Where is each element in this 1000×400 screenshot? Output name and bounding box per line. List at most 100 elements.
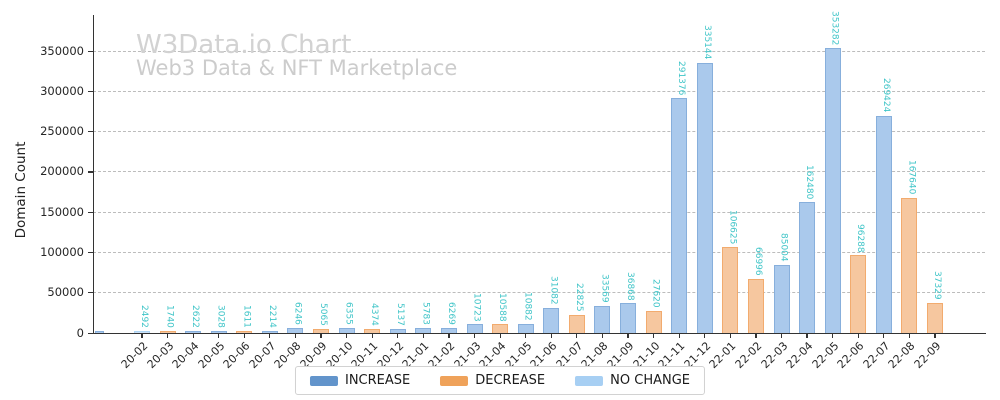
y-tick-mark	[87, 131, 93, 133]
bar-increase	[338, 327, 355, 333]
bar-decrease	[159, 331, 176, 333]
bar-value-label: 6246	[292, 301, 303, 325]
bar-increase	[875, 115, 892, 333]
x-tick-mark	[806, 333, 808, 338]
bar-increase	[517, 324, 534, 333]
y-tick-mark	[87, 90, 93, 92]
x-tick-label-text: 20-07	[246, 339, 279, 372]
bar-value-label: 2214	[266, 305, 277, 329]
x-tick-mark	[320, 333, 322, 338]
x-tick-mark	[857, 333, 859, 338]
bar-value-label: 353282	[829, 10, 840, 46]
x-tick-mark	[601, 333, 604, 338]
x-tick-label-text: 22-09	[911, 339, 944, 372]
bar-increase	[620, 303, 637, 333]
bar-increase	[287, 327, 304, 333]
legend-item-no-change: NO CHANGE	[575, 374, 690, 387]
y-gridline	[93, 131, 985, 133]
bar-decrease	[645, 310, 662, 333]
x-tick-label-text: 22-01	[707, 339, 739, 372]
bar-decrease	[492, 324, 509, 333]
bar-value-label: 106625	[727, 209, 738, 244]
bar-value-label: 3028	[215, 304, 226, 328]
bar-value-label: 5783	[420, 302, 431, 326]
bar-increase	[799, 202, 816, 333]
x-tick-mark	[934, 333, 936, 338]
x-tick-mark	[346, 333, 348, 338]
x-tick-mark	[883, 333, 885, 338]
bar-value-label: 1740	[164, 305, 175, 329]
y-gridline	[93, 292, 985, 294]
y-tick-label: 150000	[40, 204, 84, 219]
y-tick-mark	[87, 251, 93, 254]
bar-increase	[773, 264, 790, 333]
chart-subtitle: Web3 Data & NFT Marketplace	[136, 56, 458, 80]
x-tick-mark	[729, 333, 731, 338]
bar-value-label: 5137	[394, 302, 405, 326]
bar-increase	[696, 62, 713, 333]
y-axis-line	[92, 15, 94, 334]
bar-decrease	[901, 197, 918, 333]
x-tick-mark	[576, 333, 578, 338]
y-tick-label: 350000	[40, 43, 84, 58]
bar-increase	[594, 305, 611, 333]
legend-label-decrease: DECREASE	[475, 373, 546, 388]
x-tick-mark	[627, 333, 629, 338]
bar-increase	[415, 328, 432, 333]
y-gridline	[93, 50, 985, 52]
bar-increase	[824, 48, 841, 333]
x-tick-mark	[780, 333, 783, 338]
bar-decrease	[926, 302, 943, 333]
bar-decrease	[313, 328, 330, 333]
bar-increase	[466, 324, 483, 333]
legend-label-no-change: NO CHANGE	[610, 373, 691, 388]
x-tick-label-text: 20-06	[221, 339, 253, 372]
x-tick-label-text: 20-03	[144, 339, 177, 372]
bar-increase	[185, 330, 202, 333]
x-tick-mark	[525, 333, 527, 338]
bar-value-label: 5065	[318, 302, 329, 326]
bar-value-label: 335144	[701, 25, 712, 60]
bar-value-label: 6269	[445, 301, 456, 325]
legend-swatch-increase-icon	[309, 375, 338, 386]
bar-decrease	[236, 331, 253, 333]
x-tick-mark	[550, 333, 552, 338]
bar-value-label: 33569	[599, 274, 610, 303]
bar-value-label: 37329	[931, 271, 942, 300]
x-tick-mark	[269, 333, 271, 338]
y-tick-label: 250000	[40, 124, 84, 139]
bar-decrease	[722, 247, 739, 333]
bar-value-label: 10588	[497, 292, 508, 322]
x-tick-mark	[141, 333, 143, 338]
bar-value-label: 2622	[190, 304, 201, 328]
bar-value-label: 36868	[625, 271, 636, 301]
bar-increase	[389, 328, 406, 333]
x-tick-mark	[755, 333, 757, 338]
x-tick-mark	[653, 333, 655, 338]
legend-swatch-decrease-icon	[440, 375, 469, 386]
bar-increase	[543, 307, 560, 333]
bar-value-label: 4374	[369, 303, 380, 327]
legend-item-decrease: DECREASE	[440, 374, 545, 387]
bar-value-label: 269424	[880, 78, 891, 113]
x-tick-mark	[832, 333, 834, 338]
x-tick-label-text: 22-02	[732, 339, 765, 372]
bar-value-label: 6355	[343, 301, 354, 325]
x-tick-mark	[473, 333, 476, 338]
x-tick-mark	[397, 333, 399, 338]
bar-value-label: 167640	[906, 160, 917, 195]
y-tick-label: 300000	[40, 83, 84, 98]
x-tick-mark	[704, 333, 706, 338]
legend: INCREASE DECREASE NO CHANGE	[294, 366, 706, 395]
legend-label-increase: INCREASE	[344, 373, 411, 388]
bar-decrease	[568, 314, 585, 333]
y-tick-label: 100000	[40, 244, 84, 259]
bar-value-label: 1611	[241, 305, 252, 329]
x-tick-mark	[166, 333, 169, 338]
bar-increase	[440, 327, 457, 333]
x-tick-label-text: 22-05	[809, 339, 842, 372]
bar-increase	[671, 98, 688, 333]
y-gridline	[93, 211, 985, 213]
x-tick-label-text: 22-06	[834, 339, 867, 372]
